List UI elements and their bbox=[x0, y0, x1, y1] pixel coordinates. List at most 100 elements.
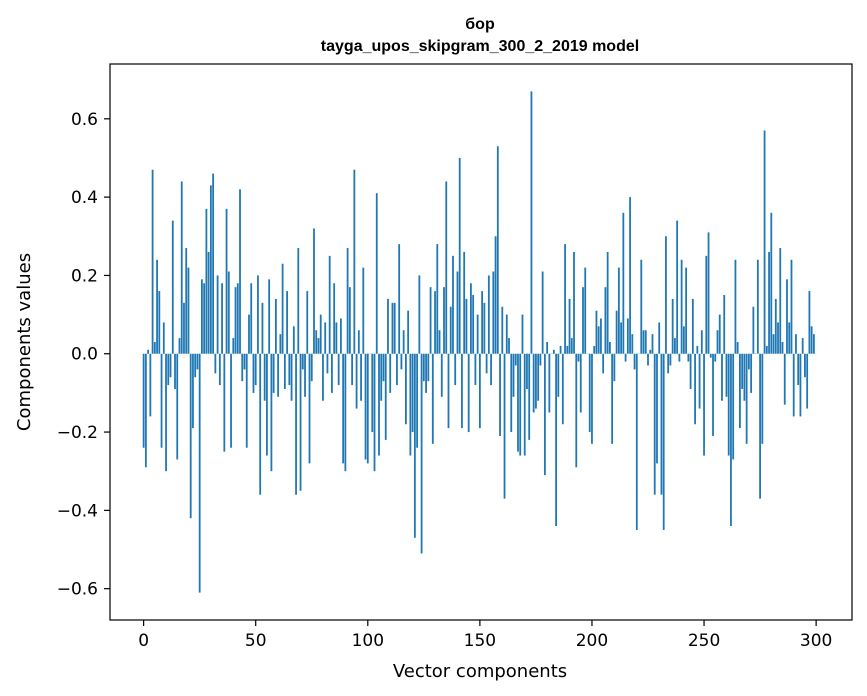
bar bbox=[530, 91, 533, 354]
y-axis-ticks: −0.6 −0.4 −0.2 0.0 0.2 0.4 0.6 bbox=[57, 110, 110, 600]
bar bbox=[409, 353, 412, 456]
bar bbox=[705, 255, 708, 354]
bar bbox=[279, 334, 282, 354]
bar bbox=[564, 244, 566, 354]
bar bbox=[400, 353, 403, 370]
bar bbox=[492, 271, 495, 354]
bar bbox=[355, 353, 358, 409]
bar bbox=[788, 322, 791, 354]
bar bbox=[346, 248, 349, 354]
bar bbox=[761, 353, 764, 444]
bar bbox=[768, 251, 770, 354]
bar bbox=[561, 353, 564, 425]
bar bbox=[232, 338, 235, 354]
bar bbox=[597, 326, 600, 354]
bar bbox=[799, 353, 802, 417]
x-tick-label: 200 bbox=[576, 631, 608, 651]
bar bbox=[398, 244, 401, 354]
bar bbox=[413, 353, 416, 538]
bar bbox=[203, 283, 206, 354]
bar bbox=[691, 298, 694, 354]
bar bbox=[328, 255, 331, 354]
y-tick-label: 0.4 bbox=[71, 188, 98, 208]
bar bbox=[234, 287, 237, 354]
bar bbox=[671, 298, 674, 354]
bar bbox=[405, 353, 407, 425]
bar bbox=[797, 353, 800, 386]
bar bbox=[371, 353, 374, 433]
bar bbox=[539, 353, 542, 366]
bar bbox=[317, 338, 320, 354]
bar bbox=[763, 130, 766, 354]
bar bbox=[378, 353, 380, 456]
bar bbox=[189, 353, 192, 519]
bar bbox=[422, 353, 425, 382]
bar bbox=[340, 318, 342, 354]
bar bbox=[353, 169, 356, 354]
bar bbox=[745, 353, 748, 444]
bar bbox=[387, 298, 389, 354]
y-tick-label: −0.2 bbox=[57, 423, 98, 443]
bar bbox=[519, 353, 522, 456]
bar bbox=[313, 228, 315, 354]
bar bbox=[407, 310, 410, 354]
bar bbox=[617, 267, 620, 354]
bar bbox=[153, 342, 156, 354]
bar bbox=[288, 353, 291, 386]
bar bbox=[651, 334, 654, 354]
bar bbox=[552, 349, 555, 354]
bar bbox=[521, 314, 524, 354]
bar bbox=[512, 353, 515, 397]
bar bbox=[169, 353, 172, 378]
bar bbox=[335, 322, 338, 354]
bar bbox=[384, 353, 387, 440]
bar bbox=[236, 283, 239, 354]
bar bbox=[427, 353, 430, 382]
bar bbox=[689, 353, 692, 389]
bar bbox=[660, 353, 663, 495]
bar bbox=[165, 353, 167, 472]
bar bbox=[801, 338, 804, 354]
bar bbox=[665, 236, 667, 354]
bar bbox=[721, 353, 723, 401]
bar bbox=[508, 338, 510, 354]
bar bbox=[402, 330, 405, 354]
bar bbox=[573, 251, 575, 354]
bar bbox=[331, 353, 333, 393]
bar bbox=[510, 353, 513, 433]
bar bbox=[696, 345, 699, 354]
bar bbox=[476, 314, 479, 354]
bar bbox=[523, 353, 526, 456]
bar bbox=[528, 353, 531, 440]
bar bbox=[712, 353, 714, 436]
x-axis-label: Vector components bbox=[393, 661, 567, 682]
bar bbox=[622, 212, 625, 354]
bar bbox=[257, 275, 259, 354]
bar bbox=[537, 353, 540, 401]
bar bbox=[149, 353, 152, 417]
bar bbox=[416, 353, 419, 448]
bar bbox=[434, 291, 436, 354]
bar bbox=[687, 353, 690, 362]
bar bbox=[443, 287, 445, 354]
bar bbox=[474, 353, 477, 386]
bar bbox=[777, 322, 779, 354]
bar bbox=[391, 302, 394, 354]
bar bbox=[541, 271, 544, 354]
bar bbox=[591, 353, 593, 444]
bar bbox=[333, 283, 336, 354]
plot-frame bbox=[109, 63, 853, 621]
bar bbox=[501, 306, 504, 354]
bar bbox=[682, 326, 685, 354]
bar bbox=[577, 353, 580, 362]
bar bbox=[277, 353, 280, 397]
bar bbox=[315, 330, 318, 354]
y-tick-label: −0.6 bbox=[57, 580, 98, 600]
bar bbox=[633, 353, 636, 370]
bar bbox=[218, 353, 221, 386]
bar bbox=[351, 353, 353, 386]
bar bbox=[804, 353, 806, 378]
bar bbox=[324, 322, 327, 354]
bar bbox=[180, 181, 183, 354]
bar bbox=[595, 310, 598, 354]
